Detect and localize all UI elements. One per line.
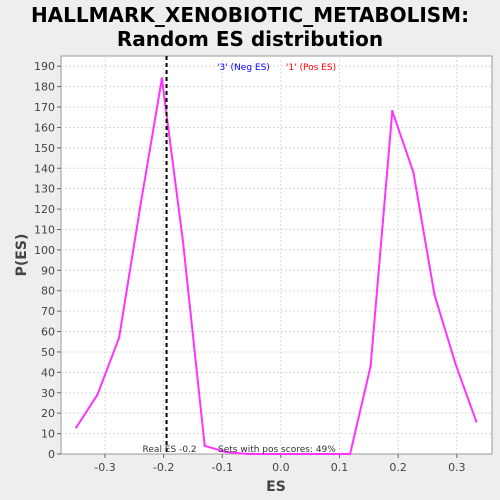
data-point — [412, 171, 415, 174]
x-tick-label: -0.1 — [212, 461, 233, 474]
y-tick-label: 60 — [41, 326, 55, 339]
x-tick-label: -0.2 — [153, 461, 174, 474]
y-tick-label: 130 — [34, 183, 55, 196]
data-point — [203, 444, 206, 448]
data-point — [289, 452, 292, 456]
data-point — [75, 426, 78, 429]
data-point — [369, 365, 372, 368]
data-point — [138, 205, 142, 209]
y-tick-label: 80 — [41, 285, 55, 298]
y-tick-label: 30 — [41, 387, 55, 400]
data-point — [454, 362, 457, 366]
y-tick-label: 70 — [41, 305, 55, 318]
data-point — [348, 452, 352, 456]
real-es-marker: Real ES -0.2 — [143, 56, 197, 455]
axes: 0 10 20 30 40 50 60 70 80 90 100 110 120 130 140 150 160… — [34, 60, 466, 474]
y-tick-label: 150 — [34, 142, 55, 155]
y-axis-label: P(ES) — [14, 234, 30, 277]
y-tick-label: 40 — [41, 366, 55, 379]
legend-item: '1' (Pos ES) — [286, 63, 336, 73]
y-tick-label: 90 — [41, 264, 55, 277]
x-tick-label: 0.1 — [331, 461, 349, 474]
data-point — [224, 450, 227, 454]
data-point — [181, 240, 185, 243]
series-layer — [75, 77, 478, 456]
real-es-label: Real ES -0.2 — [143, 445, 197, 455]
data-point — [117, 336, 121, 339]
x-tick-label: 0.0 — [272, 461, 290, 474]
data-point — [246, 452, 249, 456]
data-point — [391, 109, 394, 113]
y-tick-label: 100 — [34, 244, 55, 257]
y-tick-label: 110 — [34, 223, 55, 236]
y-tick-label: 160 — [34, 121, 55, 134]
y-tick-label: 140 — [34, 162, 55, 175]
data-point — [331, 452, 335, 456]
x-axis-label: ES — [266, 479, 286, 495]
y-tick-label: 190 — [34, 60, 55, 73]
data-point — [96, 393, 99, 397]
y-tick-label: 120 — [34, 203, 55, 216]
data-point — [474, 420, 478, 423]
es-distribution-line — [75, 77, 478, 455]
y-tick-label: 20 — [41, 407, 55, 420]
data-point — [267, 452, 270, 456]
data-point — [433, 293, 436, 296]
data-point — [310, 452, 313, 456]
chart-title-line-2: Random ES distribution — [117, 27, 383, 51]
y-tick-label: 170 — [34, 101, 55, 114]
x-tick-label: -0.3 — [94, 461, 115, 474]
y-tick-label: 0 — [48, 448, 55, 461]
x-tick-label: 0.3 — [448, 461, 466, 474]
legend: '3' (Neg ES) '1' (Pos ES) Sets with pos sc… — [217, 63, 336, 455]
y-tick-label: 10 — [41, 428, 55, 441]
pos-scores-annotation: Sets with pos scores: 49% — [218, 445, 336, 455]
legend-item: '3' (Neg ES) — [217, 63, 270, 73]
x-tick-label: 0.2 — [389, 461, 407, 474]
y-tick-label: 180 — [34, 81, 55, 94]
chart-title-line-1: HALLMARK_XENOBIOTIC_METABOLISM: — [31, 3, 469, 27]
data-point — [160, 77, 164, 80]
y-tick-label: 50 — [41, 346, 55, 359]
